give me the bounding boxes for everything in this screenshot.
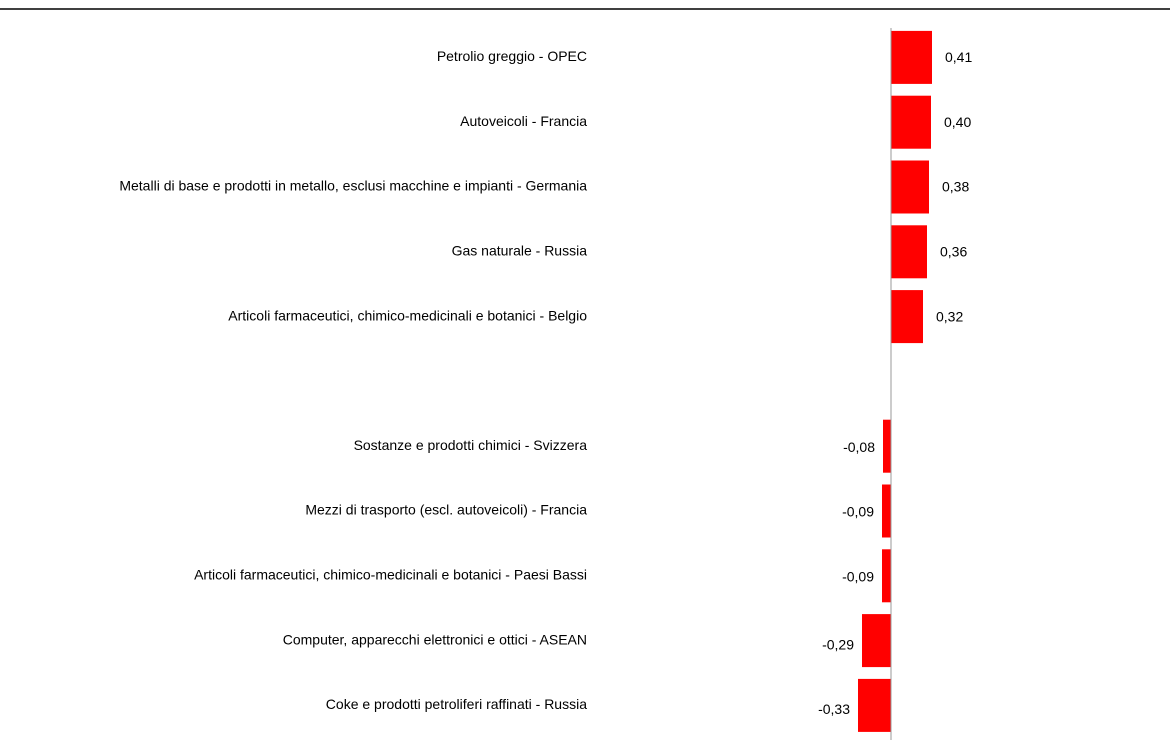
bar xyxy=(891,95,931,149)
value-label: -0,09 xyxy=(842,569,874,585)
value-label: -0,33 xyxy=(818,701,850,717)
category-label: Articoli farmaceutici, chimico-medicinal… xyxy=(228,307,587,323)
category-label: Computer, apparecchi elettronici e ottic… xyxy=(283,631,587,647)
category-label: Mezzi di trasporto (escl. autoveicoli) -… xyxy=(305,502,587,518)
category-label: Gas naturale - Russia xyxy=(452,243,588,259)
bar xyxy=(882,549,891,603)
bar xyxy=(891,225,927,279)
category-label: Articoli farmaceutici, chimico-medicinal… xyxy=(194,567,587,583)
bar xyxy=(883,419,891,473)
value-label: -0,08 xyxy=(843,439,875,455)
category-label: Coke e prodotti petroliferi raffinati - … xyxy=(326,696,587,712)
bar xyxy=(882,484,891,538)
value-label: 0,41 xyxy=(945,49,972,65)
bar xyxy=(891,30,932,84)
category-label: Metalli di base e prodotti in metallo, e… xyxy=(119,178,587,194)
value-label: 0,40 xyxy=(944,114,971,130)
bar xyxy=(858,678,891,732)
category-label: Autoveicoli - Francia xyxy=(460,113,587,129)
category-label: Petrolio greggio - OPEC xyxy=(437,48,587,64)
bar xyxy=(862,614,891,668)
value-label: 0,36 xyxy=(940,244,967,260)
value-label: -0,29 xyxy=(822,636,854,652)
value-label: -0,09 xyxy=(842,504,874,520)
value-label: 0,38 xyxy=(942,179,969,195)
category-label: Sostanze e prodotti chimici - Svizzera xyxy=(354,437,588,453)
bar xyxy=(891,290,923,344)
value-label: 0,32 xyxy=(936,308,963,324)
bar xyxy=(891,160,929,214)
